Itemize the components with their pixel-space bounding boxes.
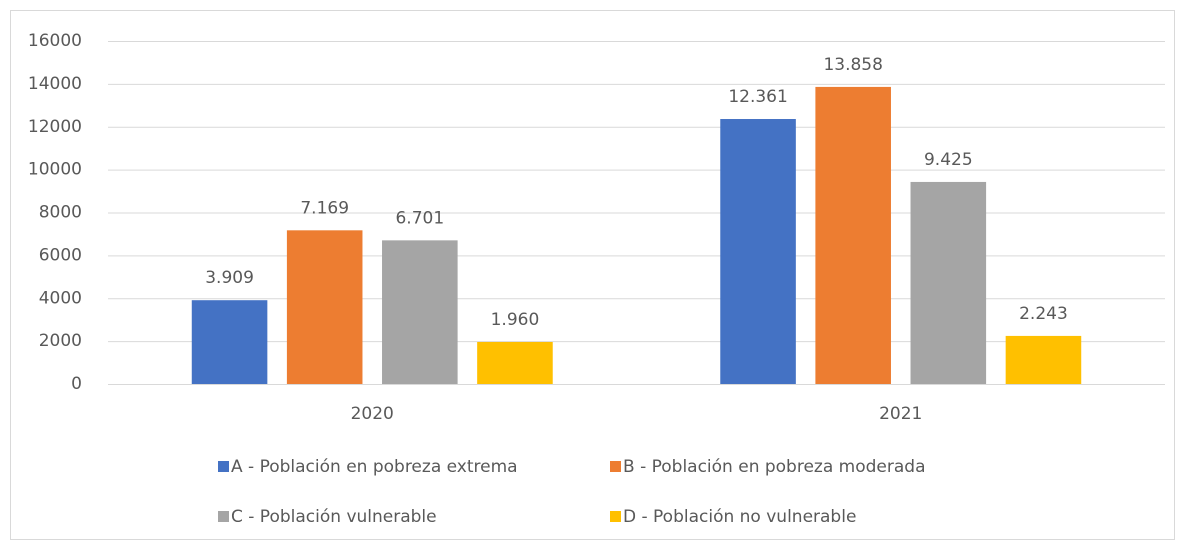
y-tick-label: 12000 [28, 117, 82, 137]
legend-swatch [610, 461, 621, 472]
legend-swatch [218, 511, 229, 522]
bar [720, 119, 796, 385]
bar [910, 181, 987, 384]
y-tick-label: 2000 [39, 331, 82, 351]
data-label: 12.361 [728, 87, 787, 107]
legend-label: A - Población en pobreza extrema [231, 457, 518, 477]
chart-border [10, 10, 1175, 540]
data-label: 1.960 [491, 310, 540, 330]
legend-swatch [610, 511, 621, 522]
data-label: 6.701 [395, 208, 444, 228]
data-label: 2.243 [1019, 304, 1068, 324]
data-label: 13.858 [823, 55, 882, 75]
y-tick-label: 4000 [39, 288, 82, 308]
legend-label: C - Población vulnerable [231, 507, 437, 527]
bar [1005, 335, 1082, 384]
data-label: 7.169 [300, 198, 349, 218]
bar [382, 240, 458, 384]
bar [815, 86, 891, 384]
x-tick-label: 2021 [879, 404, 922, 424]
data-label: 9.425 [924, 150, 973, 170]
legend-label: D - Población no vulnerable [623, 507, 856, 527]
y-tick-label: 10000 [28, 160, 82, 180]
bar [191, 300, 268, 384]
x-tick-label: 2020 [351, 404, 394, 424]
y-tick-label: 6000 [39, 245, 82, 265]
y-tick-label: 8000 [39, 203, 82, 223]
y-tick-label: 0 [71, 374, 82, 394]
y-tick-label: 16000 [28, 31, 82, 51]
data-label: 3.909 [205, 268, 254, 288]
bar [286, 230, 363, 384]
legend-label: B - Población en pobreza moderada [623, 457, 926, 477]
y-tick-label: 14000 [28, 74, 82, 94]
legend-swatch [218, 461, 229, 472]
bar [477, 341, 553, 384]
